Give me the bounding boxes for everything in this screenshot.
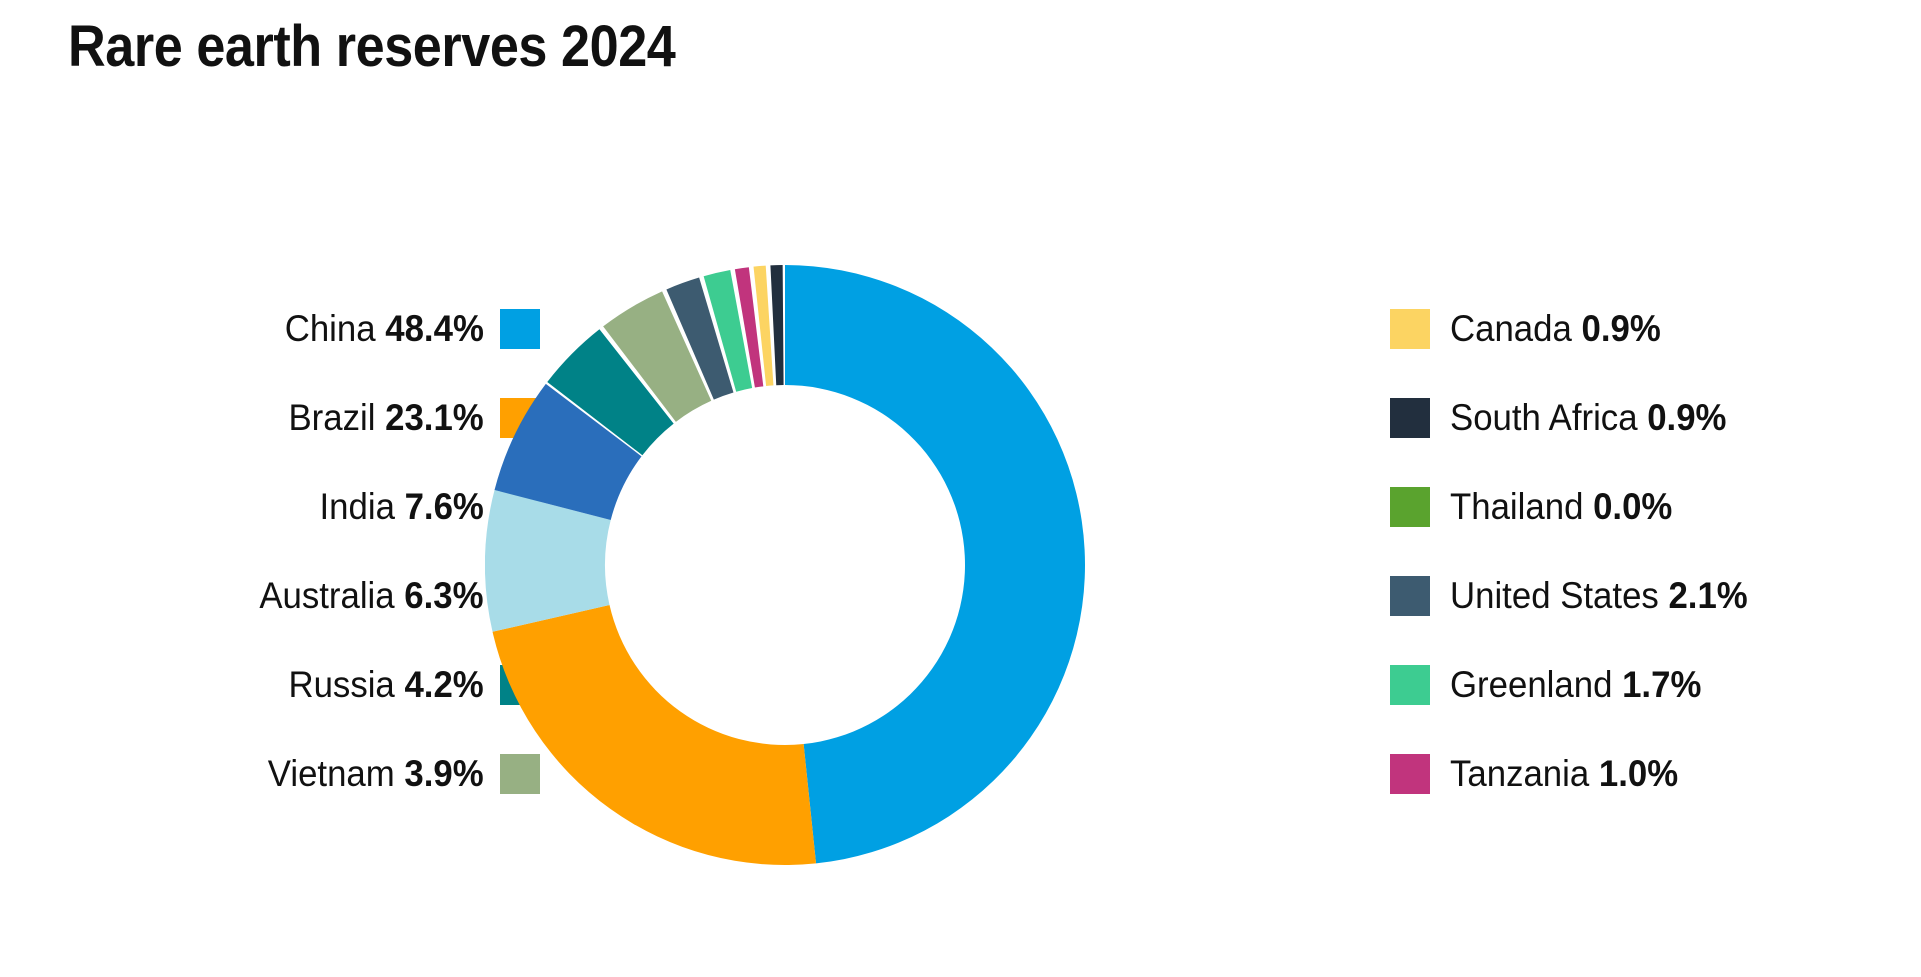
legend-item-vietnam[interactable]: Vietnam 3.9% [254, 752, 540, 796]
donut-slice-canada[interactable] [753, 265, 774, 386]
legend-item-label: China 48.4% [284, 308, 484, 349]
donut-slice-greenland[interactable] [703, 270, 753, 392]
legend-swatch-south-africa [1390, 398, 1430, 438]
legend-item-label: Tanzania 1.0% [1450, 753, 1679, 794]
legend-item-value: 6.3% [404, 575, 484, 616]
donut-slice-brazil[interactable] [492, 605, 817, 865]
legend-item-value: 4.2% [404, 664, 484, 705]
donut-slice-india[interactable] [485, 490, 611, 632]
legend-item-value: 1.0% [1598, 753, 1679, 794]
legend-swatch-thailand [1390, 487, 1430, 527]
legend-item-canada[interactable]: Canada 0.9% [1390, 307, 1674, 351]
donut-slice-australia[interactable] [494, 383, 642, 521]
legend-item-label: South Africa 0.9% [1450, 397, 1727, 438]
donut-slice-russia[interactable] [547, 329, 674, 456]
legend-item-label: United States 2.1% [1450, 575, 1748, 616]
legend-item-greenland[interactable]: Greenland 1.7% [1390, 663, 1717, 707]
legend-swatch-canada [1390, 309, 1430, 349]
legend-item-china[interactable]: China 48.4% [272, 307, 540, 351]
legend-item-thailand[interactable]: Thailand 0.0% [1390, 485, 1687, 529]
legend-item-value: 48.4% [385, 308, 484, 349]
legend-item-label: India 7.6% [319, 486, 484, 527]
legend-swatch-vietnam [500, 754, 540, 794]
legend-item-label: Canada 0.9% [1450, 308, 1661, 349]
legend-item-value: 0.0% [1593, 486, 1673, 527]
legend-item-label: Brazil 23.1% [288, 397, 484, 438]
donut-slice-united-states[interactable] [666, 277, 734, 400]
legend-item-value: 0.9% [1581, 308, 1661, 349]
legend-item-united-states[interactable]: United States 2.1% [1390, 574, 1767, 618]
legend-item-label: Russia 4.2% [288, 664, 484, 705]
legend-item-label: Vietnam 3.9% [268, 753, 484, 794]
legend-item-value: 2.1% [1668, 575, 1748, 616]
donut-chart-svg [485, 265, 1085, 865]
legend-item-value: 1.7% [1622, 664, 1702, 705]
legend-swatch-tanzania [1390, 754, 1430, 794]
legend-item-tanzania[interactable]: Tanzania 1.0% [1390, 752, 1693, 796]
donut-chart [485, 265, 1085, 865]
legend-swatch-united-states [1390, 576, 1430, 616]
donut-slice-vietnam[interactable] [603, 291, 712, 422]
donut-slice-china[interactable] [785, 265, 1085, 864]
legend-item-label: Greenland 1.7% [1450, 664, 1702, 705]
legend-item-value: 0.9% [1647, 397, 1727, 438]
legend-item-value: 3.9% [404, 753, 484, 794]
donut-slice-tanzania[interactable] [734, 267, 764, 388]
legend-item-label: Australia 6.3% [259, 575, 484, 616]
legend-item-value: 23.1% [385, 397, 484, 438]
legend-right: Canada 0.9% South Africa 0.9% Thailand 0.0… [1390, 307, 1870, 796]
donut-slice-south-africa[interactable] [770, 265, 784, 386]
legend-left: China 48.4% Brazil 23.1% India 7.6% Austral… [120, 307, 540, 796]
legend-swatch-greenland [1390, 665, 1430, 705]
legend-swatch-china [500, 309, 540, 349]
page-title: Rare earth reserves 2024 [68, 14, 676, 79]
legend-item-label: Thailand 0.0% [1450, 486, 1673, 527]
legend-item-south-africa[interactable]: South Africa 0.9% [1390, 396, 1744, 440]
legend-item-value: 7.6% [404, 486, 484, 527]
